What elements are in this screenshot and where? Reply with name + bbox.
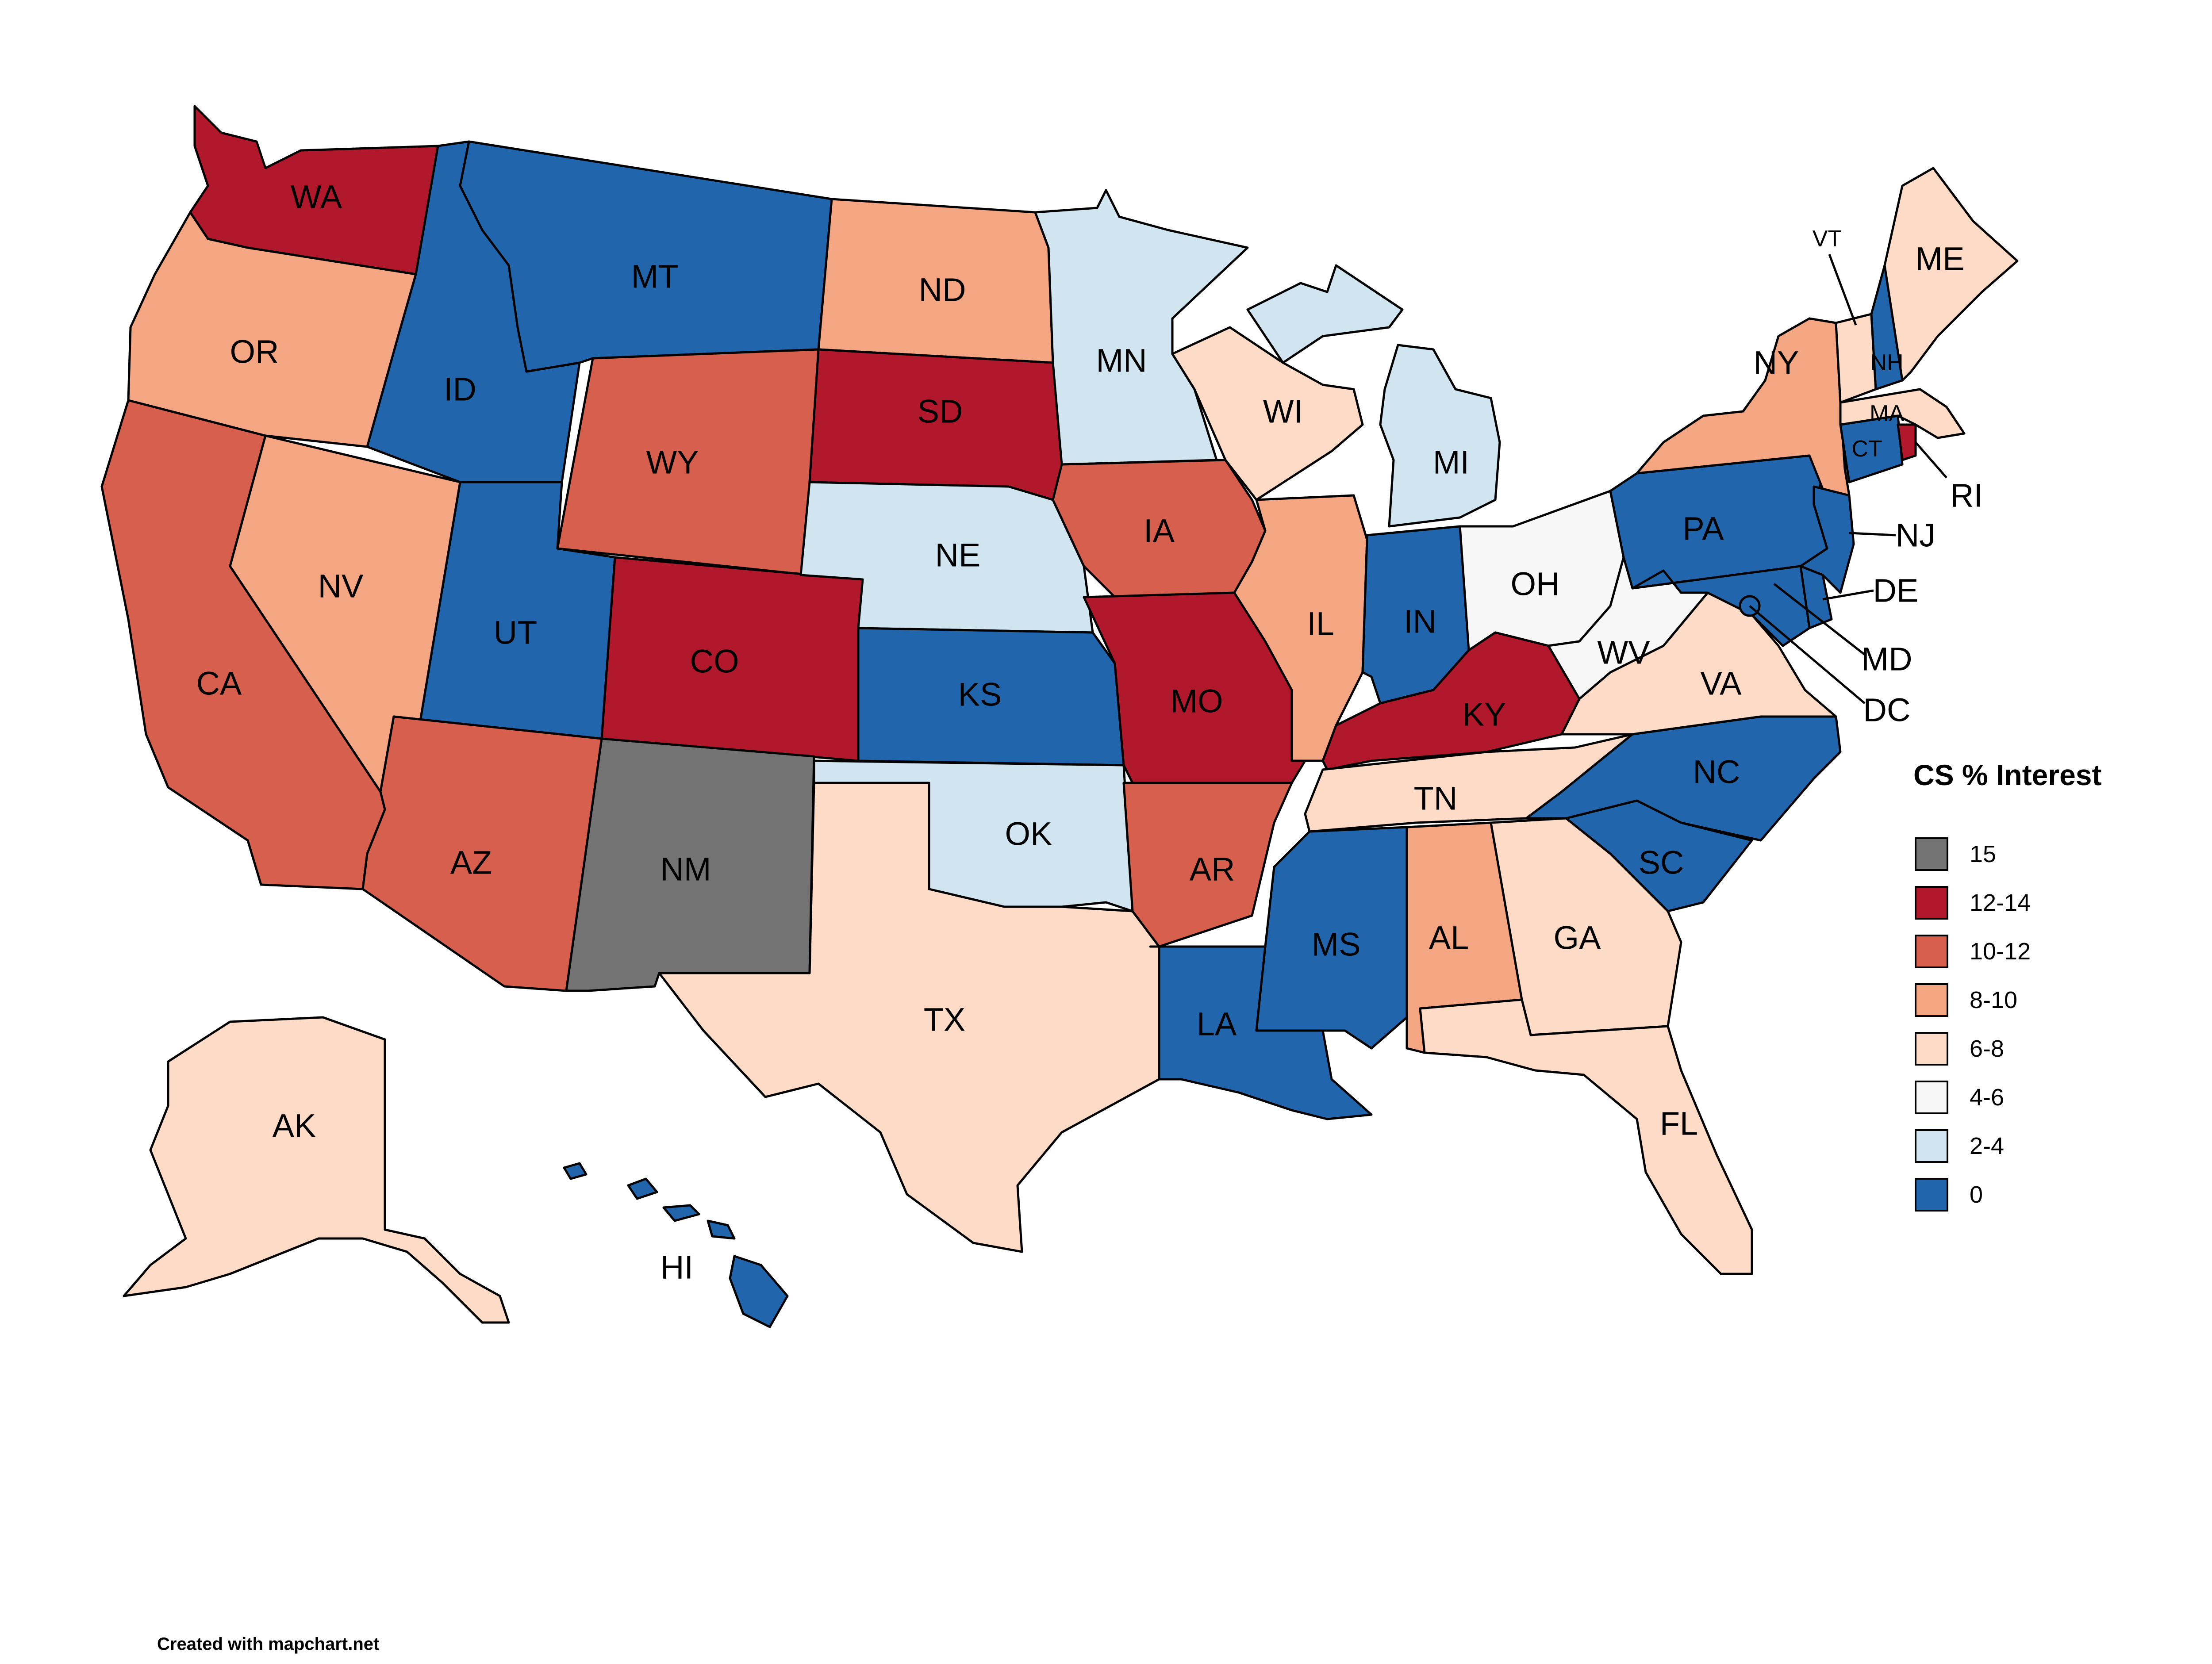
label-DE: DE [1873, 572, 1919, 609]
legend-swatch-2 [1915, 935, 1948, 968]
label-NY: NY [1754, 345, 1799, 381]
leader-MD [1773, 583, 1866, 656]
label-UT: UT [494, 614, 538, 651]
leader-DC [1749, 605, 1866, 704]
label-NC: NC [1693, 754, 1740, 790]
legend-title: CS % Interest [1913, 759, 2101, 791]
label-DC: DC [1863, 692, 1911, 728]
label-MA: MA [1870, 401, 1904, 426]
label-OK: OK [1005, 816, 1052, 852]
label-AZ: AZ [450, 844, 492, 881]
label-RI: RI [1950, 477, 1983, 514]
state-TX[interactable] [658, 782, 1160, 1253]
label-WV: WV [1597, 634, 1650, 671]
label-WY: WY [646, 444, 699, 481]
state-MA[interactable] [1839, 388, 1966, 439]
legend-label-2: 10-12 [1970, 938, 2031, 965]
label-CT: CT [1851, 436, 1882, 462]
state-HI[interactable] [563, 1162, 789, 1328]
state-MI[interactable] [1246, 264, 1501, 528]
label-VA: VA [1700, 665, 1742, 702]
legend-label-7: 0 [1970, 1181, 1983, 1208]
legend-swatch-5 [1915, 1081, 1948, 1114]
legend-label-6: 2-4 [1970, 1133, 2004, 1159]
label-KY: KY [1463, 696, 1506, 733]
label-MS: MS [1312, 926, 1361, 963]
label-VT: VT [1813, 226, 1842, 252]
label-NH: NH [1870, 350, 1903, 376]
label-AK: AK [273, 1108, 316, 1144]
label-ME: ME [1916, 241, 1965, 277]
state-labels: WA OR CA NV ID MT WY UT AZ CO NM ND SD N… [196, 179, 1983, 1286]
label-LA: LA [1197, 1006, 1237, 1043]
legend-swatch-1 [1915, 886, 1948, 920]
legend-swatch-4 [1915, 1032, 1948, 1066]
label-PA: PA [1682, 510, 1724, 547]
label-NV: NV [318, 568, 364, 605]
legend: CS % Interest 15 12-14 10-12 8-10 6-8 4-6 2-4 0 [1913, 759, 2101, 1212]
label-OR: OR [230, 334, 279, 370]
legend-label-1: 12-14 [1970, 890, 2031, 916]
state-AK[interactable] [123, 1016, 510, 1324]
credit-text: Created with mapchart.net [157, 1634, 379, 1654]
label-GA: GA [1554, 920, 1601, 956]
label-FL: FL [1660, 1105, 1698, 1142]
label-TN: TN [1414, 780, 1458, 817]
leader-NJ [1849, 532, 1896, 537]
label-ND: ND [919, 272, 966, 308]
label-MN: MN [1096, 342, 1147, 379]
leader-RI [1915, 441, 1947, 479]
label-KS: KS [958, 676, 1002, 713]
label-SD: SD [918, 393, 963, 430]
legend-swatch-3 [1915, 983, 1948, 1017]
legend-label-5: 4-6 [1970, 1084, 2004, 1111]
state-WI[interactable] [1171, 326, 1364, 501]
label-OH: OH [1511, 566, 1560, 602]
state-MN[interactable] [1034, 189, 1249, 466]
legend-swatch-6 [1915, 1129, 1948, 1163]
label-IN: IN [1404, 603, 1436, 640]
legend-label-0: 15 [1970, 841, 1996, 867]
legend-swatch-7 [1915, 1178, 1948, 1212]
legend-label-3: 8-10 [1970, 987, 2017, 1013]
label-NE: NE [935, 537, 981, 574]
legend-items: 15 12-14 10-12 8-10 6-8 4-6 2-4 0 [1915, 837, 2031, 1212]
label-MI: MI [1433, 444, 1469, 481]
leader-DE [1822, 589, 1874, 601]
state-AR[interactable] [1122, 782, 1293, 948]
label-AL: AL [1429, 920, 1469, 956]
label-IL: IL [1307, 606, 1334, 642]
label-CA: CA [196, 665, 242, 702]
label-MD: MD [1861, 641, 1912, 678]
state-NC[interactable] [1525, 715, 1842, 842]
state-FL[interactable] [1419, 998, 1753, 1275]
label-CO: CO [690, 643, 739, 680]
label-NM: NM [660, 851, 711, 888]
state-RI[interactable] [1897, 423, 1917, 461]
label-SC: SC [1639, 844, 1684, 881]
label-MO: MO [1170, 683, 1223, 720]
label-AR: AR [1190, 851, 1235, 888]
label-HI: HI [661, 1249, 693, 1286]
label-NJ: NJ [1896, 517, 1936, 554]
state-ME[interactable] [1883, 167, 2019, 382]
legend-swatch-0 [1915, 837, 1948, 871]
label-ID: ID [444, 371, 476, 408]
label-MT: MT [631, 258, 679, 295]
leader-VT [1828, 254, 1857, 326]
legend-label-4: 6-8 [1970, 1035, 2004, 1062]
label-IA: IA [1144, 513, 1175, 549]
label-TX: TX [924, 1001, 966, 1038]
leader-lines [1749, 254, 1947, 704]
label-WI: WI [1263, 393, 1303, 430]
label-WA: WA [291, 179, 342, 215]
